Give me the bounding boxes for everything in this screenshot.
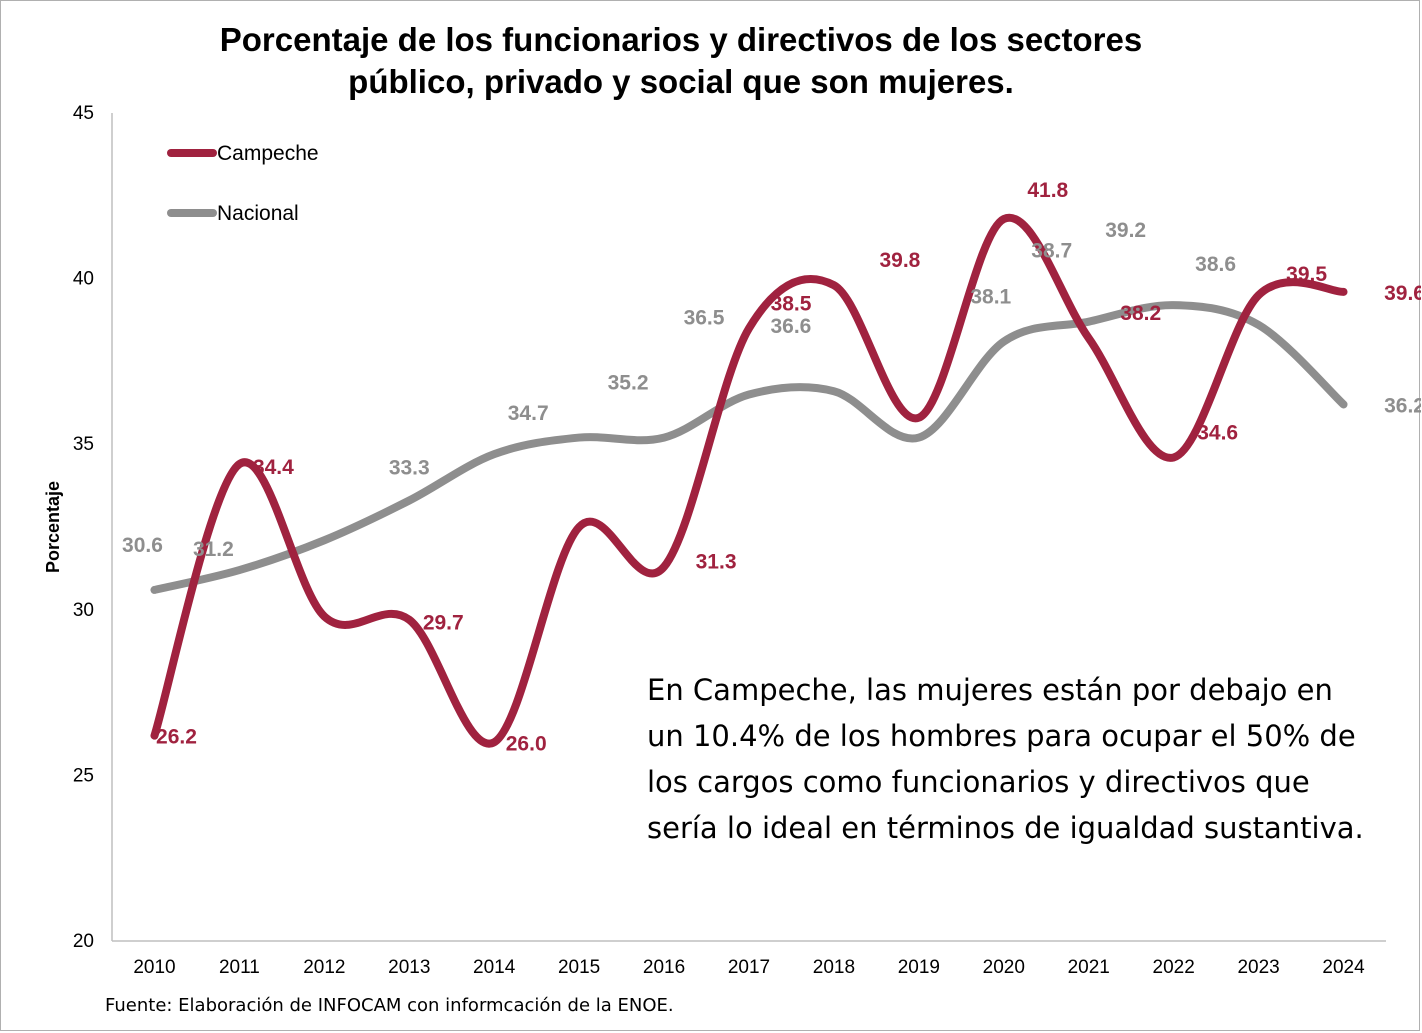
data-label-nacional: 34.7	[508, 402, 549, 425]
annotation-text: En Campeche, las mujeres están por debaj…	[647, 673, 1364, 845]
y-tick-label: 20	[73, 931, 94, 952]
x-tick-label: 2014	[473, 957, 516, 978]
data-label-campeche: 34.4	[253, 456, 294, 479]
x-tick-label: 2023	[1237, 957, 1279, 978]
data-label-nacional: 30.6	[122, 534, 163, 557]
x-tick-label: 2017	[728, 957, 770, 978]
data-label-campeche: 29.7	[423, 612, 464, 635]
x-tick-label: 2016	[643, 957, 685, 978]
data-label-campeche: 34.6	[1197, 421, 1238, 444]
series-line-campeche	[150, 213, 1348, 748]
data-label-nacional: 38.7	[1031, 240, 1072, 263]
x-tick-label: 2018	[813, 957, 855, 978]
y-tick-label: 35	[73, 434, 94, 455]
y-tick-label: 25	[73, 765, 94, 786]
data-label-nacional: 36.6	[770, 315, 811, 338]
chart-title: Porcentaje de los funcionarios y directi…	[219, 21, 1143, 100]
x-tick-label: 2013	[388, 957, 430, 978]
data-label-campeche: 39.5	[1286, 263, 1327, 286]
data-label-nacional: 38.1	[970, 286, 1011, 309]
x-tick-label: 2012	[303, 957, 345, 978]
x-tick-label: 2010	[133, 957, 175, 978]
data-label-nacional: 39.2	[1105, 219, 1146, 242]
legend-label-campeche: Campeche	[217, 142, 319, 165]
y-tick-label: 30	[73, 600, 94, 621]
data-label-nacional: 31.2	[193, 538, 234, 561]
data-label-nacional: 35.2	[608, 372, 649, 395]
data-label-nacional: 38.6	[1195, 253, 1236, 276]
y-tick-label: 45	[73, 103, 94, 124]
data-label-campeche: 41.8	[1027, 179, 1068, 202]
data-label-nacional: 36.5	[684, 307, 725, 330]
data-label-campeche: 31.3	[696, 551, 737, 574]
x-tick-label: 2015	[558, 957, 600, 978]
x-tick-label: 2022	[1153, 957, 1195, 978]
x-tick-label: 2019	[898, 957, 940, 978]
y-tick-label: 40	[73, 269, 94, 290]
x-tick-label: 2021	[1068, 957, 1110, 978]
x-tick-label: 2011	[219, 957, 260, 978]
x-tick-label: 2024	[1322, 957, 1365, 978]
data-label-campeche: 26.0	[506, 732, 547, 755]
data-label-nacional: 33.3	[389, 457, 430, 480]
data-label-campeche: 38.2	[1120, 302, 1161, 325]
data-label-campeche: 39.8	[879, 249, 920, 272]
legend-label-nacional: Nacional	[217, 202, 299, 225]
x-tick-label: 2020	[983, 957, 1025, 978]
data-label-campeche: 38.5	[771, 292, 812, 315]
data-label-campeche: 26.2	[156, 726, 197, 749]
series-line-nacional	[150, 301, 1348, 594]
data-label-campeche: 39.6	[1384, 282, 1421, 305]
y-axis-label: Porcentaje	[43, 481, 63, 573]
source-note: Fuente: Elaboración de INFOCAM con infor…	[105, 995, 674, 1016]
data-label-nacional: 36.2	[1384, 394, 1421, 417]
